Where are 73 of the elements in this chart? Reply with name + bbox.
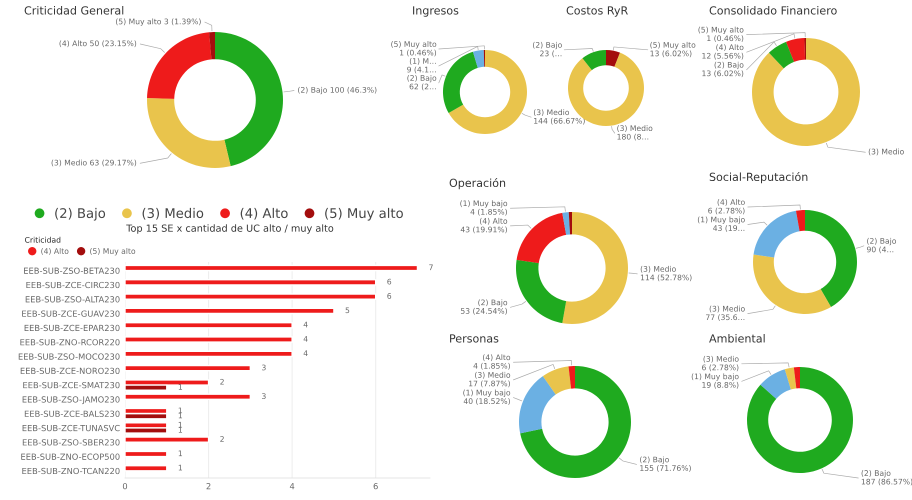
donut-slice	[805, 210, 857, 308]
bar	[125, 279, 376, 286]
chart-title: Operación	[450, 178, 506, 190]
bar	[125, 393, 252, 400]
donut-slice	[209, 32, 215, 60]
donut-slice	[562, 212, 570, 235]
chart-title: Social-Reputación	[710, 172, 808, 184]
donut-slice	[768, 42, 794, 68]
y-tick-label: EEB-SUB-ZNO-ECOP500	[21, 454, 120, 460]
y-tick-label: EEB-SUB-ZCE-GUAV230	[22, 310, 120, 317]
legend-label: (5) Muy alto	[325, 208, 403, 221]
y-tick-label: EEB-SUB-ZSO-BETA230	[24, 268, 120, 274]
y-tick-label: EEB-SUB-ZSO-JAMO230	[22, 396, 120, 404]
bar	[125, 336, 293, 343]
bar	[125, 293, 376, 300]
x-tick-label: 2	[206, 483, 210, 490]
y-tick-label: EEB-SUB-ZSO-ALTA230	[26, 296, 120, 302]
bar	[125, 450, 168, 458]
donut-slice	[516, 260, 566, 324]
donut-slice	[568, 212, 572, 234]
x-tick-label: 4	[290, 483, 294, 490]
donut-slice	[796, 210, 805, 232]
donut-slice	[542, 366, 572, 394]
x-tick-label: 0	[122, 483, 128, 490]
bar	[125, 322, 293, 328]
x-tick-label: 6	[374, 483, 378, 490]
donut-slice	[519, 376, 556, 434]
bar	[125, 308, 335, 314]
chart-title: Costos RyR	[566, 6, 628, 17]
legend-label: (2) Bajo	[55, 208, 106, 221]
chart-title: Ingresos	[413, 6, 458, 17]
chart-title: Top 15 SE x cantidad de UC alto / muy alto	[126, 224, 334, 234]
donut-slice	[753, 254, 831, 314]
y-tick-label: EEB-SUB-ZCE-EPAR230	[24, 324, 120, 332]
y-tick-label: EEB-SUB-ZCE-TUNASVC	[22, 424, 120, 432]
donut-slice	[747, 367, 853, 473]
donut-slice	[215, 32, 283, 166]
y-tick-label: EEB-SUB-ZCE-CIRC230	[26, 282, 120, 288]
donut-slice	[147, 32, 212, 99]
chart-title: Consolidado Financiero	[710, 6, 837, 15]
donut-slice	[752, 38, 860, 146]
y-tick-label: EEB-SUB-ZNO-RCOR220	[20, 339, 120, 346]
donut-slice	[794, 367, 800, 388]
y-tick-label: EEB-SUB-ZCE-SMAT230	[23, 382, 120, 388]
donut-slice	[472, 50, 484, 68]
donut-slice	[760, 369, 791, 399]
donut-slice	[147, 98, 231, 168]
chart-title: Personas	[450, 334, 498, 343]
donut-slice	[516, 212, 566, 264]
donut-slice	[582, 50, 606, 70]
donut-slice	[562, 212, 628, 324]
chart-title: Criticidad General	[24, 6, 124, 15]
y-tick-label: EEB-SUB-ZCE-BALS230	[24, 410, 120, 417]
bar	[125, 465, 168, 472]
donut-slice	[448, 50, 527, 134]
chart-title: Ambiental	[709, 334, 765, 343]
donut-slice	[606, 50, 620, 67]
bar	[125, 364, 252, 372]
donut-slice	[784, 367, 796, 390]
y-tick-label: EEB-SUB-ZCE-NORO230	[20, 368, 120, 374]
y-tick-label: EEB-SUB-ZSO-MOCO230	[18, 353, 120, 360]
donut-slice	[520, 366, 631, 478]
donut-slice	[443, 52, 478, 113]
bar	[125, 436, 210, 443]
bar	[125, 264, 418, 272]
legend-label: (3) Medio	[142, 208, 204, 220]
donut-slice	[786, 38, 806, 62]
legend-label: (4) Alto	[240, 208, 288, 220]
bar	[125, 350, 293, 358]
y-tick-label: EEB-SUB-ZSO-SBER230	[22, 439, 120, 446]
donut-slice	[754, 210, 800, 258]
donut-slice	[568, 366, 575, 389]
y-tick-label: EEB-SUB-ZNO-TCAN220	[22, 468, 120, 474]
